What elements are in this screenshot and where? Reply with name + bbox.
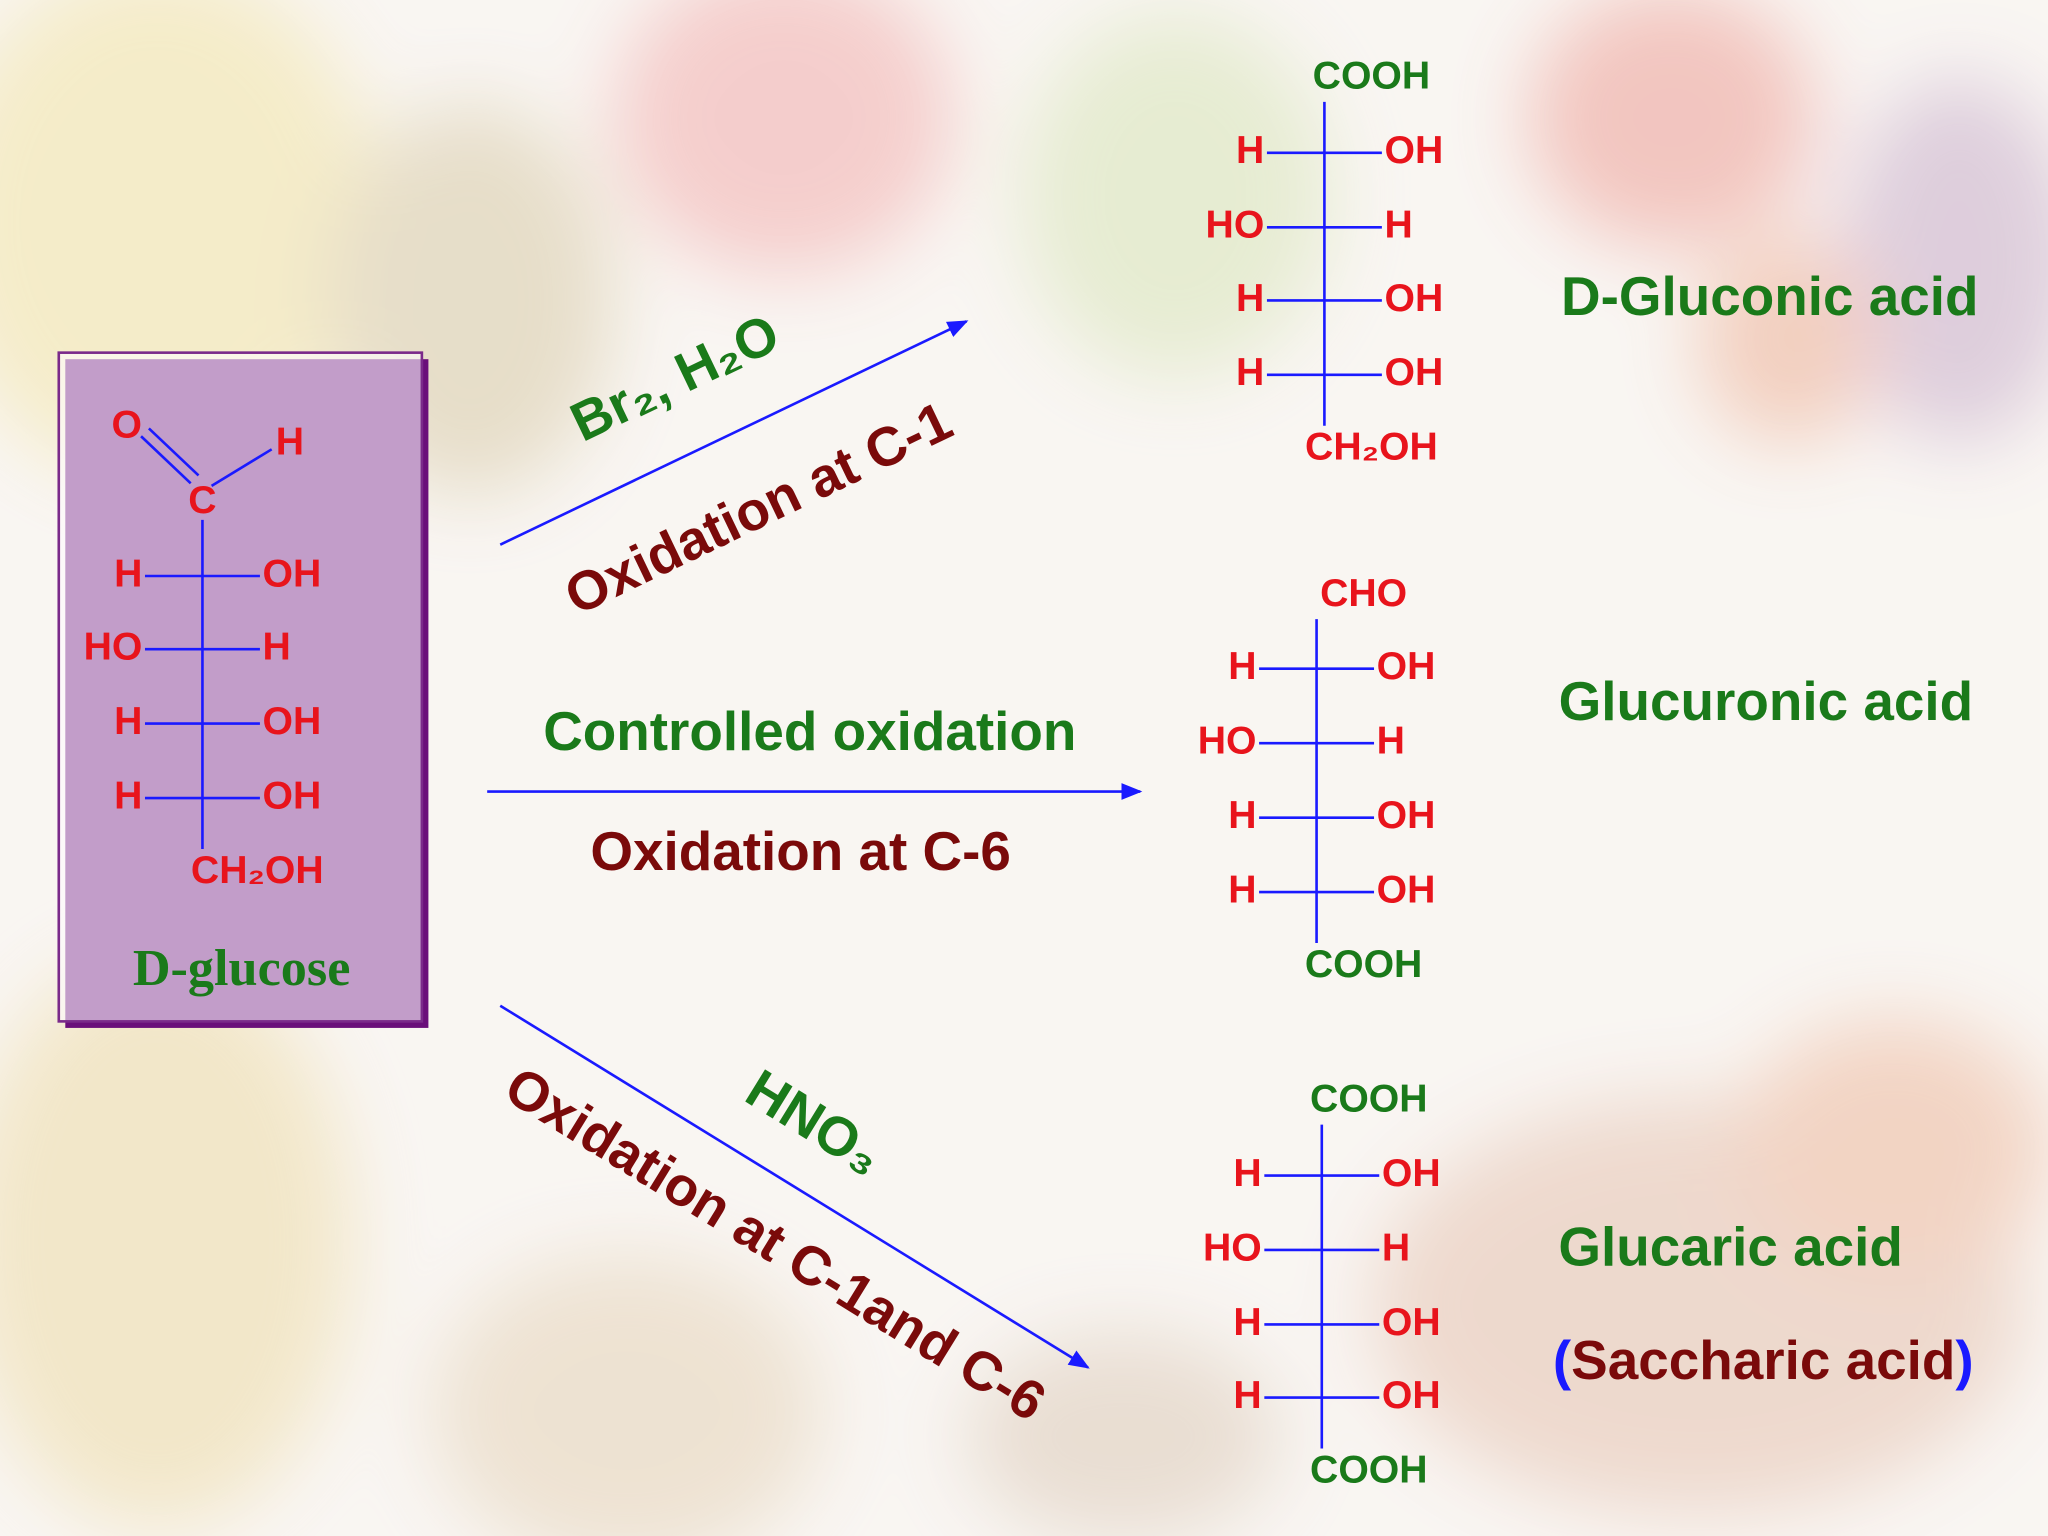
atom-label: C xyxy=(188,479,216,522)
atom-label: OH xyxy=(1377,794,1436,837)
atom-label: OH xyxy=(1384,351,1443,394)
alt-name-part: ) xyxy=(1955,1329,1973,1391)
alt-name-part: ( xyxy=(1553,1329,1572,1391)
atom-label: H xyxy=(114,774,142,817)
atom-label: H xyxy=(1228,794,1256,837)
atom-label: H xyxy=(1233,1301,1261,1344)
atom-label: HO xyxy=(1203,1226,1262,1269)
glucose-box xyxy=(57,351,429,1028)
atom-label: HO xyxy=(1206,204,1265,247)
atom-label: H xyxy=(114,700,142,743)
atom-label: COOH xyxy=(1313,55,1431,98)
atom-label: COOH xyxy=(1305,943,1423,986)
atom-label: OH xyxy=(263,552,322,595)
compound-name: D-Gluconic acid xyxy=(1561,265,1979,327)
atom-label: OH xyxy=(1377,645,1436,688)
bond xyxy=(147,427,200,477)
atom-label: CH₂OH xyxy=(1305,426,1438,469)
compound-name: Glucaric acid xyxy=(1558,1216,1902,1278)
atom-label: OH xyxy=(263,774,322,817)
atom-label: OH xyxy=(263,700,322,743)
atom-label: H xyxy=(1236,129,1264,172)
atom-label: HO xyxy=(1198,720,1257,763)
atom-label: OH xyxy=(1382,1301,1441,1344)
atom-label: H xyxy=(1233,1374,1261,1417)
atom-label: OH xyxy=(1384,277,1443,320)
atom-label: OH xyxy=(1384,129,1443,172)
atom-label: COOH xyxy=(1310,1448,1428,1491)
atom-label: H xyxy=(1382,1226,1410,1269)
atom-label: OH xyxy=(1382,1152,1441,1195)
atom-label: H xyxy=(1236,277,1264,320)
bond xyxy=(140,435,192,485)
atom-label: OH xyxy=(1382,1374,1441,1417)
atom-label: H xyxy=(276,420,304,463)
atom-label: H xyxy=(1228,645,1256,688)
atom-label: CH₂OH xyxy=(191,849,324,892)
alt-name-part: Saccharic acid xyxy=(1571,1329,1955,1391)
atom-label: HO xyxy=(84,625,143,668)
atom-label: H xyxy=(1233,1152,1261,1195)
atom-label: H xyxy=(1236,351,1264,394)
reaction-arrow xyxy=(499,320,969,546)
atom-label: H xyxy=(1384,204,1412,247)
atom-label: H xyxy=(263,625,291,668)
atom-label: H xyxy=(1377,720,1405,763)
reagent: Controlled oxidation xyxy=(543,700,1076,762)
atom-label: O xyxy=(111,403,141,446)
atom-label: H xyxy=(114,552,142,595)
bond xyxy=(210,448,273,487)
compound-name: D-glucose xyxy=(133,939,351,997)
reaction-arrow xyxy=(499,1004,1090,1369)
compound-name: Glucuronic acid xyxy=(1559,670,1973,732)
atom-label: OH xyxy=(1377,868,1436,911)
reaction-note: Oxidation at C-6 xyxy=(590,820,1011,882)
compound-alt-name: (Saccharic acid) xyxy=(1553,1329,1974,1391)
atom-label: COOH xyxy=(1310,1077,1428,1120)
atom-label: H xyxy=(1228,868,1256,911)
atom-label: CHO xyxy=(1320,572,1407,615)
